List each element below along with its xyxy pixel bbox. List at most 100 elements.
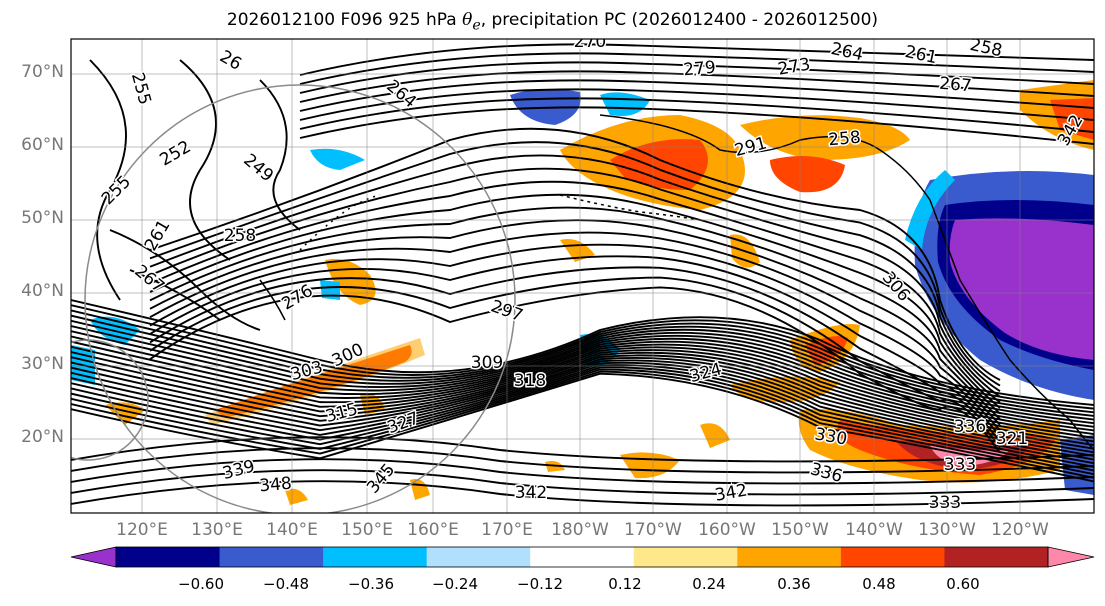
theta-e-contour-line bbox=[71, 351, 1094, 450]
contour-label: 342 bbox=[515, 483, 547, 503]
theta-e-contour-line bbox=[71, 354, 1094, 454]
theta-e-contour-line bbox=[149, 219, 1001, 420]
theta-e-contour-line bbox=[71, 370, 1094, 479]
lon-label-160e: 160°E bbox=[407, 520, 459, 540]
theta-e-contour-line bbox=[89, 59, 127, 301]
theta-e-contour-line bbox=[299, 88, 1094, 121]
lon-label-170e: 170°E bbox=[481, 520, 533, 540]
theta-e-contour-line bbox=[259, 79, 301, 231]
lon-label-150e: 150°E bbox=[341, 520, 393, 540]
lon-label-130e: 130°E bbox=[191, 520, 243, 540]
colorbar-tick: −0.12 bbox=[517, 575, 563, 593]
theta-e-contour-line bbox=[71, 325, 1094, 425]
colorbar-tick: −0.48 bbox=[263, 575, 309, 593]
theta-e-contour-line bbox=[299, 97, 1094, 133]
theta-e-contour-line bbox=[71, 364, 1094, 468]
theta-e-contour-line bbox=[71, 319, 1094, 421]
theta-e-contour-line bbox=[71, 309, 1094, 414]
lon-label-130w: 130°W bbox=[918, 520, 976, 540]
colorbar-segment bbox=[840, 547, 945, 567]
theta-e-contour-line bbox=[71, 458, 1094, 485]
lat-label-70n: 70°N bbox=[21, 62, 64, 82]
theta-e-contour-line bbox=[71, 349, 1094, 446]
theta-e-contour-line bbox=[299, 43, 1094, 76]
lat-label-20n: 20°N bbox=[21, 427, 64, 447]
lon-label-160w: 160°W bbox=[698, 520, 756, 540]
contour-label: 258 bbox=[828, 128, 862, 151]
colorbar-tick: −0.24 bbox=[432, 575, 478, 593]
theta-e-contour-line bbox=[71, 343, 1094, 439]
colorbar-extend-min bbox=[70, 546, 117, 568]
theta-e-contour-line bbox=[71, 368, 1094, 476]
theta-e-contour-line bbox=[71, 304, 1094, 410]
map-frame bbox=[70, 38, 1095, 514]
coastlines bbox=[259, 114, 1094, 451]
theta-e-contour-line bbox=[71, 361, 1094, 465]
theta-e-contour-line bbox=[71, 340, 1094, 436]
lon-label-170w: 170°W bbox=[624, 520, 682, 540]
colorbar-tick: 0.12 bbox=[608, 575, 642, 593]
colorbar-segment bbox=[944, 547, 1049, 567]
colorbar-extend-max bbox=[1047, 546, 1095, 568]
contour-label: 333 bbox=[929, 493, 961, 513]
theta-e-contour-line bbox=[149, 206, 1001, 415]
theta-e-contour-line bbox=[149, 127, 1001, 381]
theta-e-contour-line bbox=[71, 469, 1094, 496]
lat-label-60n: 60°N bbox=[21, 135, 64, 155]
theta-e-contour-line bbox=[299, 61, 1094, 94]
colorbar-tick: −0.60 bbox=[178, 575, 224, 593]
colorbar bbox=[70, 546, 1095, 568]
contour-label: 348 bbox=[259, 474, 293, 497]
colorbar-segment bbox=[219, 547, 324, 567]
colorbar-tick: 0.60 bbox=[946, 575, 980, 593]
theta-e-contour-line bbox=[299, 52, 1094, 85]
theta-e-contour-line bbox=[71, 299, 1094, 406]
contour-label: 333 bbox=[944, 455, 976, 475]
lon-label-120w: 120°W bbox=[991, 520, 1049, 540]
lat-label-50n: 50°N bbox=[21, 208, 64, 228]
theta-e-contour-line bbox=[149, 193, 1001, 409]
lon-label-140e: 140°E bbox=[266, 520, 318, 540]
colorbar-segment bbox=[323, 547, 428, 567]
lat-label-30n: 30°N bbox=[21, 354, 64, 374]
theta-e-contour-line bbox=[149, 180, 1001, 404]
theta-e-contour-line bbox=[71, 372, 1094, 483]
contour-label: 321 bbox=[996, 429, 1028, 449]
contour-label: 279 bbox=[683, 58, 717, 81]
theta-e-contour-line bbox=[71, 330, 1094, 428]
colorbar-tick: 0.24 bbox=[692, 575, 726, 593]
theta-e-contour-line bbox=[71, 436, 1094, 463]
theta-e-contour-line bbox=[149, 154, 1001, 392]
contour-label: 309 bbox=[471, 353, 503, 373]
theta-e-contour-line bbox=[71, 356, 1094, 457]
colorbar-tick: 0.36 bbox=[777, 575, 811, 593]
colorbar-segment bbox=[633, 547, 738, 567]
colorbar-segment bbox=[737, 547, 842, 567]
colorbar-segment bbox=[530, 547, 635, 567]
theta-e-contour-line bbox=[109, 229, 261, 331]
theta-e-contours bbox=[71, 43, 1094, 507]
grey-arc-overlays bbox=[71, 84, 516, 513]
contour-label: 258 bbox=[224, 226, 256, 246]
theta-e-contour-line bbox=[299, 79, 1094, 112]
theta-e-contour-line bbox=[71, 335, 1094, 432]
theta-e-contour-line bbox=[179, 59, 231, 261]
contour-label: 267 bbox=[938, 74, 972, 97]
contour-label: 318 bbox=[514, 371, 546, 391]
lat-label-40n: 40°N bbox=[21, 281, 64, 301]
lon-label-180w: 180°W bbox=[551, 520, 609, 540]
theta-e-contour-line bbox=[71, 447, 1094, 474]
colorbar-segment bbox=[426, 547, 531, 567]
theta-e-contour-line bbox=[149, 141, 1001, 387]
theta-e-contour-line bbox=[71, 359, 1094, 461]
colorbar-tick: −0.36 bbox=[348, 575, 394, 593]
theta-e-contour-line bbox=[149, 286, 1001, 454]
colorbar-tick: 0.48 bbox=[862, 575, 896, 593]
lon-label-150w: 150°W bbox=[771, 520, 829, 540]
map-title: 2026012100 F096 925 hPa θe, precipitatio… bbox=[226, 10, 879, 34]
theta-e-contour-line bbox=[299, 70, 1094, 103]
contour-label: 270 bbox=[574, 32, 606, 52]
theta-e-contour-line bbox=[71, 480, 1094, 507]
theta-e-contour-line bbox=[71, 366, 1094, 472]
